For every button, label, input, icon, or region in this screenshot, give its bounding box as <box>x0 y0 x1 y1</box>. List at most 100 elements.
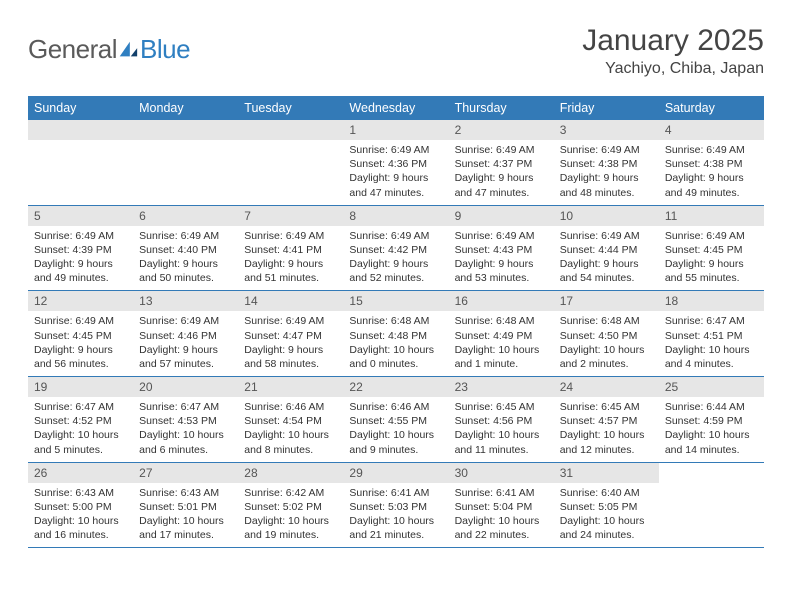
calendar-cell: 20Sunrise: 6:47 AMSunset: 4:53 PMDayligh… <box>133 377 238 463</box>
calendar-cell: 3Sunrise: 6:49 AMSunset: 4:38 PMDaylight… <box>554 120 659 205</box>
day-details: Sunrise: 6:49 AMSunset: 4:37 PMDaylight:… <box>449 140 554 205</box>
day-number-empty <box>133 120 238 140</box>
weekday-header: Saturday <box>659 96 764 120</box>
day-number: 9 <box>449 206 554 226</box>
day-number: 3 <box>554 120 659 140</box>
day-details: Sunrise: 6:49 AMSunset: 4:46 PMDaylight:… <box>133 311 238 376</box>
day-details: Sunrise: 6:48 AMSunset: 4:50 PMDaylight:… <box>554 311 659 376</box>
calendar-row: 12Sunrise: 6:49 AMSunset: 4:45 PMDayligh… <box>28 291 764 377</box>
day-number: 31 <box>554 463 659 483</box>
day-details: Sunrise: 6:45 AMSunset: 4:57 PMDaylight:… <box>554 397 659 462</box>
calendar-body: 1Sunrise: 6:49 AMSunset: 4:36 PMDaylight… <box>28 120 764 548</box>
calendar-cell: 18Sunrise: 6:47 AMSunset: 4:51 PMDayligh… <box>659 291 764 377</box>
calendar-row: 26Sunrise: 6:43 AMSunset: 5:00 PMDayligh… <box>28 462 764 548</box>
day-details: Sunrise: 6:41 AMSunset: 5:03 PMDaylight:… <box>343 483 448 548</box>
day-number: 28 <box>238 463 343 483</box>
calendar-cell: 24Sunrise: 6:45 AMSunset: 4:57 PMDayligh… <box>554 377 659 463</box>
calendar-cell: 19Sunrise: 6:47 AMSunset: 4:52 PMDayligh… <box>28 377 133 463</box>
calendar-cell: 17Sunrise: 6:48 AMSunset: 4:50 PMDayligh… <box>554 291 659 377</box>
day-number: 29 <box>343 463 448 483</box>
calendar-cell: 15Sunrise: 6:48 AMSunset: 4:48 PMDayligh… <box>343 291 448 377</box>
logo-sail-icon <box>117 39 139 61</box>
day-number: 26 <box>28 463 133 483</box>
calendar-cell: 28Sunrise: 6:42 AMSunset: 5:02 PMDayligh… <box>238 462 343 548</box>
calendar-cell: 2Sunrise: 6:49 AMSunset: 4:37 PMDaylight… <box>449 120 554 205</box>
calendar-row: 5Sunrise: 6:49 AMSunset: 4:39 PMDaylight… <box>28 205 764 291</box>
page-title: January 2025 <box>582 24 764 58</box>
day-number: 25 <box>659 377 764 397</box>
day-number: 5 <box>28 206 133 226</box>
weekday-header: Friday <box>554 96 659 120</box>
day-number: 24 <box>554 377 659 397</box>
calendar-cell: 6Sunrise: 6:49 AMSunset: 4:40 PMDaylight… <box>133 205 238 291</box>
day-details: Sunrise: 6:49 AMSunset: 4:40 PMDaylight:… <box>133 226 238 291</box>
day-number: 15 <box>343 291 448 311</box>
day-number: 14 <box>238 291 343 311</box>
day-number: 21 <box>238 377 343 397</box>
calendar-row: 19Sunrise: 6:47 AMSunset: 4:52 PMDayligh… <box>28 377 764 463</box>
day-details: Sunrise: 6:49 AMSunset: 4:41 PMDaylight:… <box>238 226 343 291</box>
day-number: 10 <box>554 206 659 226</box>
weekday-header: Tuesday <box>238 96 343 120</box>
calendar-cell: 30Sunrise: 6:41 AMSunset: 5:04 PMDayligh… <box>449 462 554 548</box>
calendar-cell: 9Sunrise: 6:49 AMSunset: 4:43 PMDaylight… <box>449 205 554 291</box>
day-number: 8 <box>343 206 448 226</box>
day-number: 16 <box>449 291 554 311</box>
day-details: Sunrise: 6:49 AMSunset: 4:45 PMDaylight:… <box>659 226 764 291</box>
calendar-cell: 29Sunrise: 6:41 AMSunset: 5:03 PMDayligh… <box>343 462 448 548</box>
calendar-cell: 1Sunrise: 6:49 AMSunset: 4:36 PMDaylight… <box>343 120 448 205</box>
header: General Blue January 2025 Yachiyo, Chiba… <box>28 24 764 78</box>
calendar-cell: 5Sunrise: 6:49 AMSunset: 4:39 PMDaylight… <box>28 205 133 291</box>
day-number-empty <box>28 120 133 140</box>
day-details: Sunrise: 6:46 AMSunset: 4:55 PMDaylight:… <box>343 397 448 462</box>
calendar-cell: 22Sunrise: 6:46 AMSunset: 4:55 PMDayligh… <box>343 377 448 463</box>
calendar-cell-empty <box>133 120 238 205</box>
title-block: January 2025 Yachiyo, Chiba, Japan <box>582 24 764 78</box>
day-details: Sunrise: 6:49 AMSunset: 4:38 PMDaylight:… <box>554 140 659 205</box>
day-number: 17 <box>554 291 659 311</box>
day-details: Sunrise: 6:48 AMSunset: 4:48 PMDaylight:… <box>343 311 448 376</box>
calendar-cell: 27Sunrise: 6:43 AMSunset: 5:01 PMDayligh… <box>133 462 238 548</box>
calendar-cell: 31Sunrise: 6:40 AMSunset: 5:05 PMDayligh… <box>554 462 659 548</box>
weekday-header: Thursday <box>449 96 554 120</box>
logo-text-blue: Blue <box>140 34 190 65</box>
logo-text-general: General <box>28 34 117 65</box>
day-details: Sunrise: 6:44 AMSunset: 4:59 PMDaylight:… <box>659 397 764 462</box>
calendar-cell: 14Sunrise: 6:49 AMSunset: 4:47 PMDayligh… <box>238 291 343 377</box>
day-number: 20 <box>133 377 238 397</box>
day-number: 6 <box>133 206 238 226</box>
calendar-cell: 23Sunrise: 6:45 AMSunset: 4:56 PMDayligh… <box>449 377 554 463</box>
calendar-cell: 13Sunrise: 6:49 AMSunset: 4:46 PMDayligh… <box>133 291 238 377</box>
calendar-cell-empty <box>659 462 764 548</box>
day-number: 19 <box>28 377 133 397</box>
day-number: 11 <box>659 206 764 226</box>
calendar-table: SundayMondayTuesdayWednesdayThursdayFrid… <box>28 96 764 548</box>
calendar-cell: 7Sunrise: 6:49 AMSunset: 4:41 PMDaylight… <box>238 205 343 291</box>
calendar-cell: 4Sunrise: 6:49 AMSunset: 4:38 PMDaylight… <box>659 120 764 205</box>
day-number: 30 <box>449 463 554 483</box>
weekday-header: Sunday <box>28 96 133 120</box>
day-details: Sunrise: 6:43 AMSunset: 5:00 PMDaylight:… <box>28 483 133 548</box>
day-number: 27 <box>133 463 238 483</box>
day-details: Sunrise: 6:49 AMSunset: 4:38 PMDaylight:… <box>659 140 764 205</box>
weekday-header-row: SundayMondayTuesdayWednesdayThursdayFrid… <box>28 96 764 120</box>
day-details: Sunrise: 6:49 AMSunset: 4:42 PMDaylight:… <box>343 226 448 291</box>
day-details: Sunrise: 6:49 AMSunset: 4:47 PMDaylight:… <box>238 311 343 376</box>
calendar-cell: 12Sunrise: 6:49 AMSunset: 4:45 PMDayligh… <box>28 291 133 377</box>
day-details: Sunrise: 6:46 AMSunset: 4:54 PMDaylight:… <box>238 397 343 462</box>
calendar-cell: 21Sunrise: 6:46 AMSunset: 4:54 PMDayligh… <box>238 377 343 463</box>
day-details: Sunrise: 6:49 AMSunset: 4:43 PMDaylight:… <box>449 226 554 291</box>
day-details: Sunrise: 6:48 AMSunset: 4:49 PMDaylight:… <box>449 311 554 376</box>
weekday-header: Wednesday <box>343 96 448 120</box>
day-number: 13 <box>133 291 238 311</box>
day-number: 7 <box>238 206 343 226</box>
day-number: 2 <box>449 120 554 140</box>
day-number: 1 <box>343 120 448 140</box>
calendar-cell-empty <box>28 120 133 205</box>
day-details: Sunrise: 6:49 AMSunset: 4:45 PMDaylight:… <box>28 311 133 376</box>
day-details: Sunrise: 6:45 AMSunset: 4:56 PMDaylight:… <box>449 397 554 462</box>
day-details: Sunrise: 6:49 AMSunset: 4:44 PMDaylight:… <box>554 226 659 291</box>
day-number-empty <box>238 120 343 140</box>
day-details: Sunrise: 6:42 AMSunset: 5:02 PMDaylight:… <box>238 483 343 548</box>
day-number: 23 <box>449 377 554 397</box>
